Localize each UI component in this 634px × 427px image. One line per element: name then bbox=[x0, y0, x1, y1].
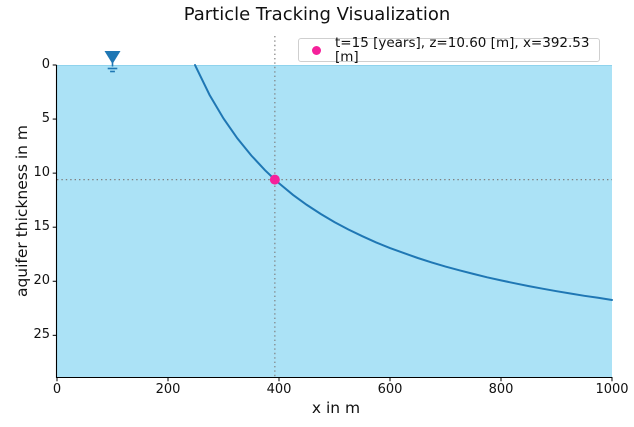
y-tick-label: 0 bbox=[41, 57, 50, 72]
water-table-symbol-icon bbox=[104, 51, 121, 73]
chart-title: Particle Tracking Visualization bbox=[183, 4, 451, 25]
y-tick-marks bbox=[52, 64, 57, 336]
x-axis-label: x in m bbox=[311, 399, 361, 417]
x-tick-label: 400 bbox=[266, 382, 292, 397]
x-tick-label: 800 bbox=[488, 382, 514, 397]
y-tick-label: 20 bbox=[33, 273, 50, 289]
x-tick-label: 600 bbox=[377, 382, 403, 397]
y-tick-label: 15 bbox=[33, 219, 50, 235]
y-tick-label: 25 bbox=[33, 327, 50, 343]
y-tick-label: 10 bbox=[33, 165, 50, 181]
y-axis-label: aquifer thickness in m bbox=[13, 124, 31, 298]
legend-marker-dot bbox=[312, 45, 321, 55]
particle-position-marker bbox=[269, 174, 280, 185]
x-tick-label: 0 bbox=[52, 382, 62, 397]
x-tick-label: 200 bbox=[155, 382, 181, 397]
x-tick-label: 1000 bbox=[595, 382, 629, 397]
legend-box: t=15 [years], z=10.60 [m], x=392.53 [m] bbox=[298, 35, 600, 65]
particle-path-curve bbox=[194, 64, 613, 301]
y-tick-label: 5 bbox=[41, 111, 50, 127]
x-tick-marks bbox=[56, 377, 613, 382]
legend-entry-label: t=15 [years], z=10.60 [m], x=392.53 [m] bbox=[335, 35, 590, 65]
